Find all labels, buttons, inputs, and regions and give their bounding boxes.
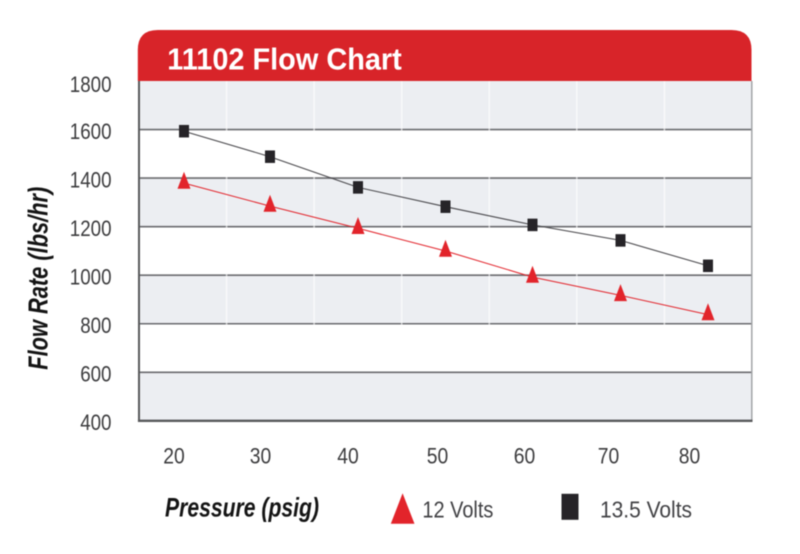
svg-text:11102 Flow Chart: 11102 Flow Chart (167, 42, 401, 77)
svg-text:20: 20 (163, 444, 185, 469)
svg-text:1000: 1000 (70, 265, 112, 290)
svg-text:70: 70 (598, 444, 620, 469)
svg-text:1800: 1800 (70, 72, 112, 97)
svg-text:40: 40 (337, 444, 359, 469)
svg-text:30: 30 (250, 444, 272, 469)
svg-text:60: 60 (514, 444, 536, 469)
svg-text:1600: 1600 (70, 119, 112, 144)
svg-text:80: 80 (679, 444, 701, 469)
svg-text:600: 600 (80, 362, 111, 387)
svg-text:400: 400 (80, 410, 111, 435)
svg-text:800: 800 (80, 313, 111, 338)
svg-text:Pressure (psig): Pressure (psig) (165, 493, 319, 523)
svg-text:13.5 Volts: 13.5 Volts (600, 497, 692, 523)
svg-text:1400: 1400 (70, 167, 112, 192)
svg-text:Flow Rate (lbs/hr): Flow Rate (lbs/hr) (23, 187, 54, 370)
svg-text:1200: 1200 (70, 216, 112, 241)
svg-text:12 Volts: 12 Volts (422, 497, 493, 523)
svg-text:50: 50 (427, 444, 449, 469)
